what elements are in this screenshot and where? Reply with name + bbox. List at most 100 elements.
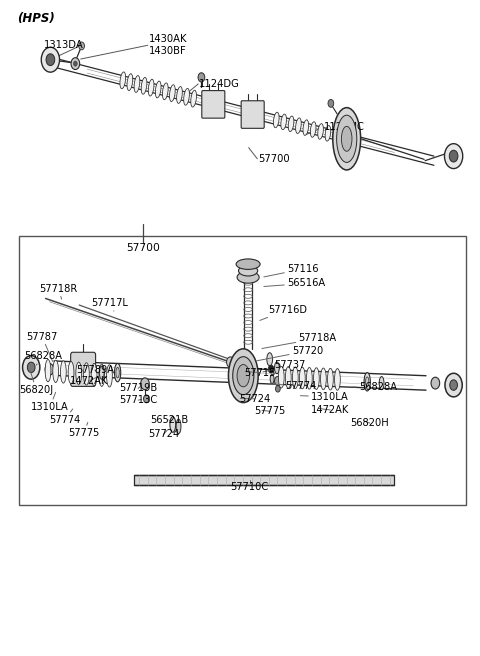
Circle shape [71,58,80,70]
Ellipse shape [237,365,250,387]
Circle shape [431,377,440,389]
FancyBboxPatch shape [202,91,225,118]
Text: 1310LA: 1310LA [31,392,69,412]
Circle shape [144,395,149,403]
Ellipse shape [84,363,89,385]
Ellipse shape [366,377,369,387]
Ellipse shape [275,362,279,374]
Text: 1430AK: 1430AK [149,34,187,45]
Ellipse shape [270,375,274,384]
Text: 57116: 57116 [264,264,319,277]
Ellipse shape [364,373,371,391]
Circle shape [449,150,458,162]
Text: 1472AK: 1472AK [70,376,108,386]
Text: 57737: 57737 [263,360,306,372]
FancyBboxPatch shape [241,101,264,129]
Ellipse shape [99,366,104,379]
Ellipse shape [76,362,82,384]
Ellipse shape [335,369,340,390]
Ellipse shape [267,353,273,366]
Circle shape [41,47,60,72]
Text: 56521B: 56521B [150,415,188,425]
Ellipse shape [311,122,316,137]
Text: 57700: 57700 [126,243,160,253]
Ellipse shape [148,79,154,96]
Ellipse shape [300,367,305,389]
Ellipse shape [303,120,309,135]
Text: 57719B: 57719B [119,383,157,394]
Text: 57787: 57787 [26,331,58,361]
Circle shape [23,356,40,379]
Ellipse shape [91,363,97,386]
Text: 1310LA: 1310LA [300,392,349,402]
Ellipse shape [162,83,168,100]
Text: (HPS): (HPS) [17,12,55,25]
Circle shape [445,373,462,397]
Ellipse shape [327,368,333,390]
Circle shape [141,378,149,390]
Ellipse shape [306,367,312,389]
Ellipse shape [170,417,176,432]
Circle shape [46,54,55,66]
Ellipse shape [278,366,284,388]
Ellipse shape [127,73,132,91]
Ellipse shape [177,87,182,104]
Text: 1123MC: 1123MC [324,122,365,133]
Text: 57724: 57724 [239,394,270,404]
Circle shape [45,363,54,375]
Circle shape [79,42,84,50]
Ellipse shape [68,361,74,384]
Ellipse shape [333,108,360,170]
Ellipse shape [286,367,291,388]
Text: 57716D: 57716D [260,304,307,320]
Circle shape [328,100,334,108]
Bar [19,236,466,505]
Ellipse shape [239,266,258,276]
Text: 1472AK: 1472AK [311,405,349,415]
Ellipse shape [236,259,260,270]
Circle shape [198,73,205,82]
FancyBboxPatch shape [71,352,96,386]
Ellipse shape [233,357,254,395]
Ellipse shape [228,349,258,403]
Text: 56820H: 56820H [350,418,389,428]
Ellipse shape [107,365,112,387]
Text: 57700: 57700 [258,154,290,164]
Ellipse shape [184,89,190,105]
Text: 57774: 57774 [268,380,317,391]
Ellipse shape [141,77,147,94]
Text: 57789A: 57789A [76,365,114,375]
Text: 57710C: 57710C [230,482,269,492]
Text: 57713C: 57713C [119,395,157,405]
Text: 57718A: 57718A [262,333,336,348]
Circle shape [275,377,281,386]
Ellipse shape [292,367,298,388]
Text: 57720: 57720 [256,346,323,361]
Circle shape [450,380,457,390]
Text: 56820J: 56820J [19,372,53,395]
Text: 57724: 57724 [148,429,179,440]
Ellipse shape [176,419,181,434]
Text: 56828A: 56828A [24,351,62,365]
Ellipse shape [60,361,66,383]
Text: 57718R: 57718R [39,283,78,299]
Ellipse shape [120,72,126,89]
Ellipse shape [156,81,161,98]
Ellipse shape [296,118,301,133]
Ellipse shape [336,115,357,163]
Ellipse shape [134,75,140,92]
Text: 57774: 57774 [49,409,80,425]
Ellipse shape [318,124,324,139]
Ellipse shape [313,368,319,390]
Ellipse shape [53,360,59,382]
Text: 1313DA: 1313DA [44,39,84,50]
Ellipse shape [274,112,279,128]
Ellipse shape [116,367,119,378]
Text: 56516A: 56516A [264,278,325,289]
Ellipse shape [45,359,51,382]
Ellipse shape [191,91,196,107]
Ellipse shape [288,116,294,132]
Circle shape [27,362,35,373]
Circle shape [73,61,77,66]
Ellipse shape [169,85,175,102]
